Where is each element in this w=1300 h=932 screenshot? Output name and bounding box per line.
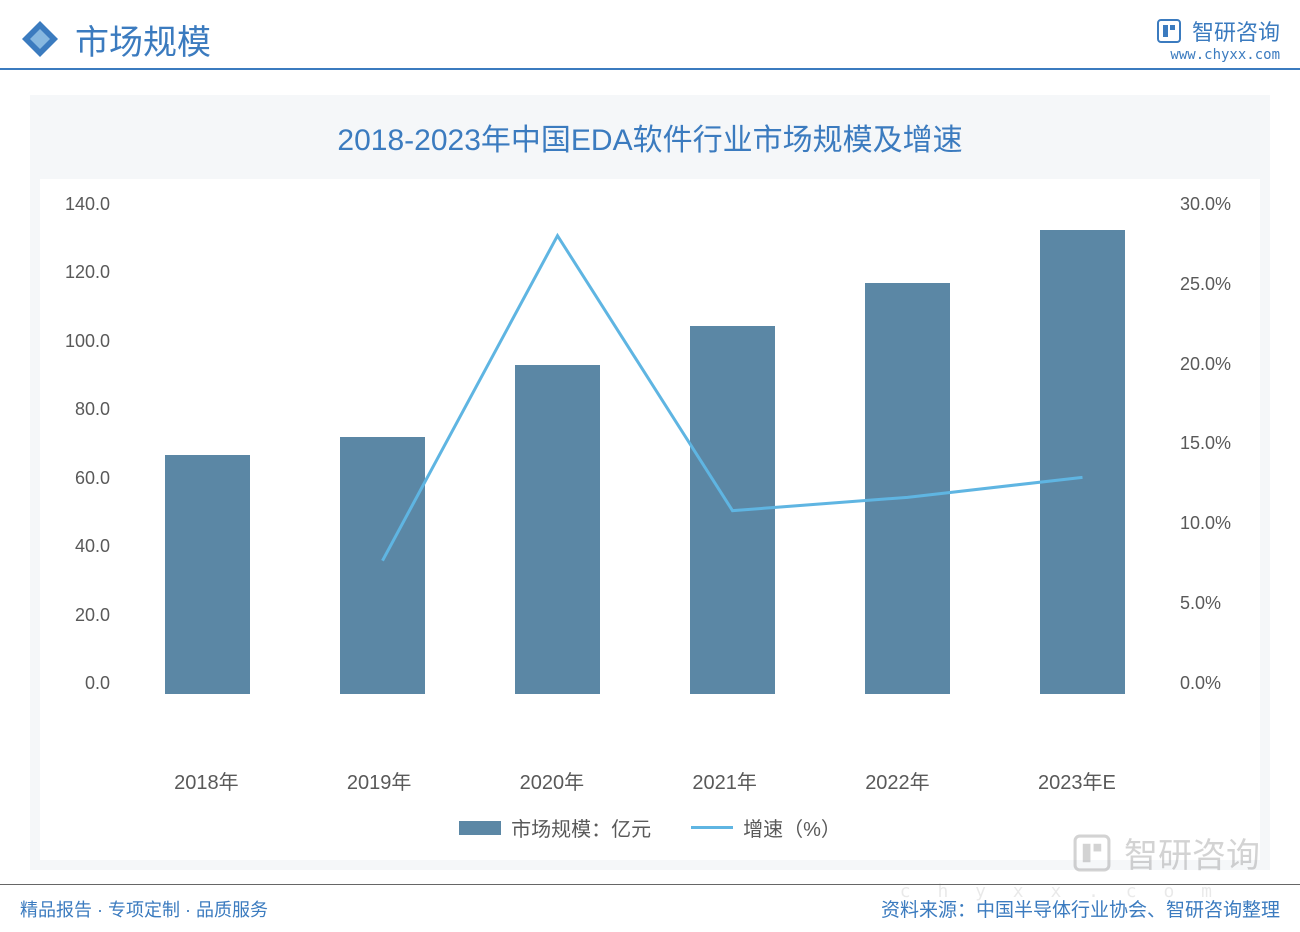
y-left-tick: 60.0 [75, 468, 110, 489]
legend-line-swatch [691, 826, 733, 829]
page-title: 市场规模 [75, 15, 211, 64]
bar [165, 455, 250, 694]
y-right-tick: 0.0% [1180, 673, 1221, 694]
y-right-tick: 15.0% [1180, 433, 1231, 454]
bar [865, 283, 950, 694]
plot-area: 140.0 120.0 100.0 80.0 60.0 40.0 20.0 0.0 30.0%… [50, 194, 1250, 754]
y-left-tick: 80.0 [75, 399, 110, 420]
watermark-logo-icon [1072, 833, 1112, 873]
plot-wrapper: 140.0 120.0 100.0 80.0 60.0 40.0 20.0 0.0 30.0%… [40, 179, 1260, 860]
legend-item-line: 增速（%） [691, 813, 841, 842]
plot-inner [120, 194, 1170, 694]
y-axis-left: 140.0 120.0 100.0 80.0 60.0 40.0 20.0 0.0 [50, 194, 120, 694]
footer-right: 资料来源：中国半导体行业协会、智研咨询整理 [881, 895, 1280, 922]
x-axis: 2018年 2019年 2020年 2021年 2022年 2023年E [120, 754, 1170, 795]
x-tick: 2023年E [1038, 766, 1116, 795]
y-right-tick: 5.0% [1180, 593, 1221, 614]
legend-bar-label: 市场规模：亿元 [511, 813, 651, 842]
brand-name: 智研咨询 [1192, 15, 1280, 47]
brand-logo-icon [1156, 18, 1182, 44]
page-footer: 精品报告 · 专项定制 · 品质服务 资料来源：中国半导体行业协会、智研咨询整理 [0, 884, 1300, 932]
footer-left: 精品报告 · 专项定制 · 品质服务 [20, 896, 268, 922]
chart-container: 2018-2023年中国EDA软件行业市场规模及增速 140.0 120.0 100… [30, 95, 1270, 870]
y-left-tick: 0.0 [85, 673, 110, 694]
bars-row [120, 194, 1170, 694]
y-right-tick: 20.0% [1180, 354, 1231, 375]
page-header: 市场规模 智研咨询 www.chyxx.com [0, 0, 1300, 70]
bar [515, 365, 600, 694]
x-tick: 2020年 [520, 766, 585, 795]
x-tick: 2018年 [174, 766, 239, 795]
legend-line-label: 增速（%） [743, 813, 841, 842]
bar [340, 437, 425, 694]
watermark: 智研咨询 [1072, 828, 1260, 877]
brand-url: www.chyxx.com [1156, 47, 1280, 63]
y-right-tick: 30.0% [1180, 194, 1231, 215]
x-tick: 2021年 [692, 766, 757, 795]
legend-bar-swatch [459, 821, 501, 835]
diamond-icon [20, 19, 60, 59]
y-left-tick: 100.0 [65, 331, 110, 352]
x-tick: 2019年 [347, 766, 412, 795]
y-left-tick: 20.0 [75, 605, 110, 626]
y-left-tick: 120.0 [65, 262, 110, 283]
bar [1040, 230, 1125, 694]
y-left-tick: 40.0 [75, 536, 110, 557]
x-tick: 2022年 [865, 766, 930, 795]
watermark-text: 智研咨询 [1124, 828, 1260, 877]
legend: 市场规模：亿元 增速（%） [50, 795, 1250, 850]
brand-row: 智研咨询 [1156, 15, 1280, 47]
header-right: 智研咨询 www.chyxx.com [1156, 15, 1280, 63]
y-right-tick: 25.0% [1180, 274, 1231, 295]
y-axis-right: 30.0% 25.0% 20.0% 15.0% 10.0% 5.0% 0.0% [1170, 194, 1250, 694]
y-right-tick: 10.0% [1180, 513, 1231, 534]
y-left-tick: 140.0 [65, 194, 110, 215]
header-left: 市场规模 [20, 15, 211, 64]
chart-title: 2018-2023年中国EDA软件行业市场规模及增速 [40, 115, 1260, 159]
bar [690, 326, 775, 694]
legend-item-bar: 市场规模：亿元 [459, 813, 651, 842]
